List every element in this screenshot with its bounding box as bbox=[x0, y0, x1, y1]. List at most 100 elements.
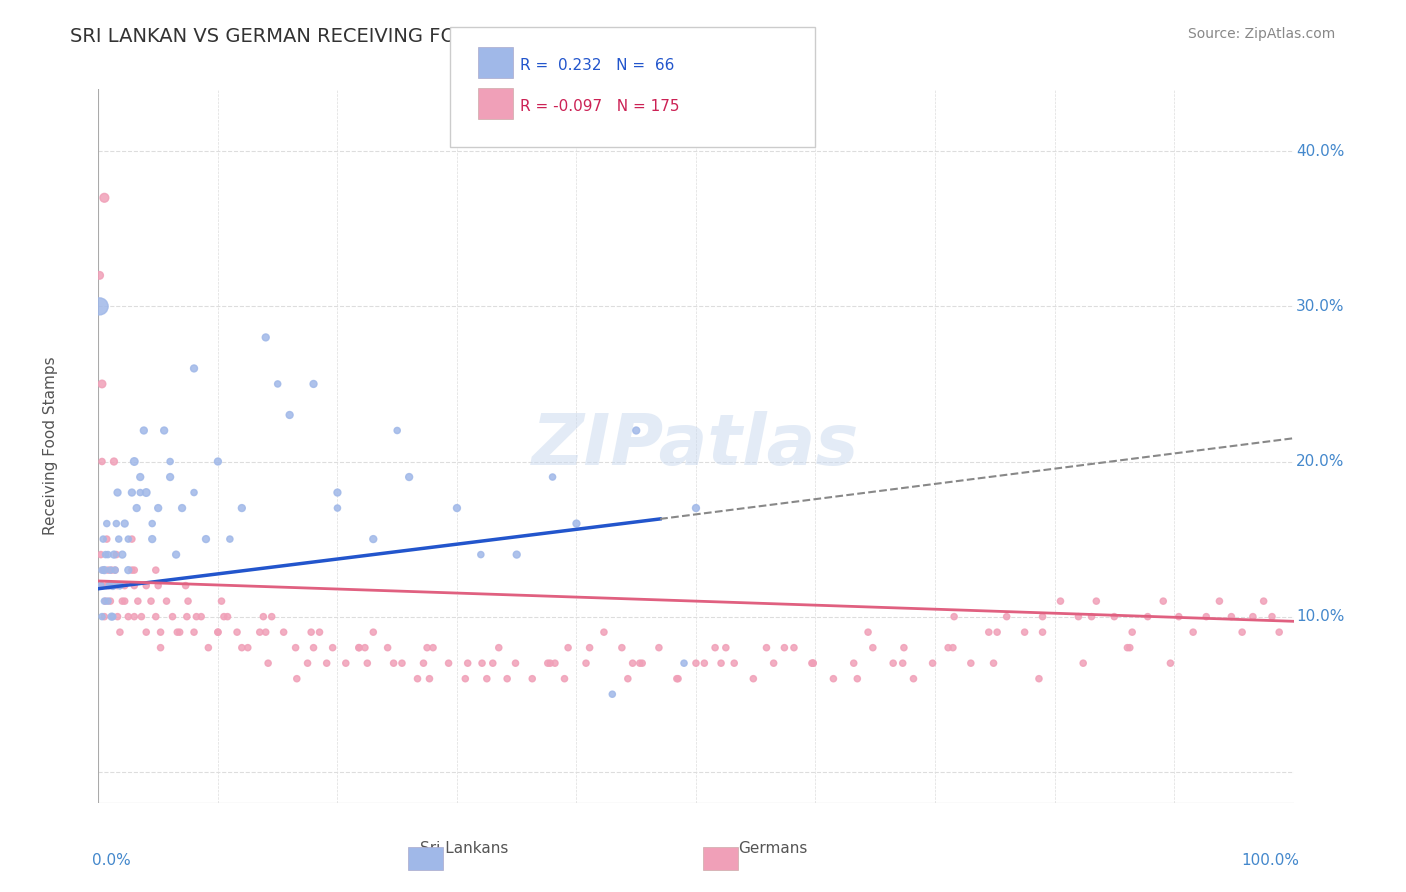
Point bbox=[335, 656, 357, 670]
Point bbox=[267, 376, 290, 391]
Point bbox=[155, 594, 177, 608]
Point bbox=[108, 579, 131, 593]
Point bbox=[111, 548, 134, 562]
Point bbox=[326, 501, 349, 516]
Point bbox=[621, 656, 644, 670]
Point bbox=[207, 454, 229, 468]
Point bbox=[174, 579, 197, 593]
Point bbox=[326, 485, 349, 500]
Point bbox=[1071, 656, 1094, 670]
Point bbox=[983, 656, 1005, 670]
Point bbox=[284, 640, 307, 655]
Text: Receiving Food Stamps: Receiving Food Stamps bbox=[44, 357, 58, 535]
Point bbox=[648, 640, 671, 655]
Text: R =  0.232   N =  66: R = 0.232 N = 66 bbox=[520, 58, 675, 72]
Point bbox=[96, 516, 118, 531]
Point bbox=[149, 640, 172, 655]
Point bbox=[354, 640, 377, 655]
Point bbox=[145, 563, 167, 577]
Point bbox=[457, 656, 479, 670]
Point bbox=[470, 548, 492, 562]
Point bbox=[114, 516, 136, 531]
Point bbox=[117, 563, 139, 577]
Point bbox=[986, 625, 1008, 640]
Point bbox=[91, 563, 114, 577]
Point bbox=[665, 672, 688, 686]
Point bbox=[211, 594, 233, 608]
Point bbox=[1104, 609, 1126, 624]
Point bbox=[773, 640, 796, 655]
Point bbox=[98, 579, 121, 593]
Point bbox=[422, 640, 444, 655]
Point bbox=[842, 656, 865, 670]
Point bbox=[475, 672, 498, 686]
Point bbox=[107, 579, 129, 593]
Point bbox=[104, 563, 127, 577]
Text: SRI LANKAN VS GERMAN RECEIVING FOOD STAMPS CORRELATION CHART: SRI LANKAN VS GERMAN RECEIVING FOOD STAM… bbox=[70, 27, 787, 45]
Point bbox=[207, 625, 229, 640]
Point bbox=[1067, 609, 1090, 624]
Point bbox=[437, 656, 460, 670]
Point bbox=[297, 656, 319, 670]
Point bbox=[257, 656, 280, 670]
Point bbox=[285, 672, 308, 686]
Point bbox=[742, 672, 765, 686]
Point bbox=[94, 548, 117, 562]
Point bbox=[177, 594, 200, 608]
Point bbox=[666, 672, 689, 686]
Point bbox=[135, 579, 157, 593]
Point bbox=[1167, 609, 1189, 624]
Point bbox=[505, 656, 527, 670]
Point bbox=[936, 640, 959, 655]
Point bbox=[723, 656, 745, 670]
Point bbox=[91, 376, 114, 391]
Point bbox=[249, 625, 271, 640]
Point bbox=[97, 563, 120, 577]
Point bbox=[105, 516, 128, 531]
Point bbox=[541, 470, 564, 484]
Point bbox=[1195, 609, 1218, 624]
Text: 10.0%: 10.0% bbox=[1296, 609, 1344, 624]
Point bbox=[755, 640, 778, 655]
Point bbox=[942, 640, 965, 655]
Point bbox=[710, 656, 733, 670]
Point bbox=[823, 672, 845, 686]
Point bbox=[166, 625, 188, 640]
Point bbox=[299, 625, 322, 640]
Point bbox=[254, 330, 277, 344]
Point bbox=[90, 548, 112, 562]
Text: 0.0%: 0.0% bbox=[93, 853, 131, 868]
Point bbox=[273, 625, 295, 640]
Point bbox=[704, 640, 727, 655]
Point bbox=[141, 516, 163, 531]
Point bbox=[183, 485, 205, 500]
Point bbox=[1121, 625, 1143, 640]
Text: ZIPatlas: ZIPatlas bbox=[533, 411, 859, 481]
Point bbox=[131, 609, 153, 624]
Point bbox=[231, 501, 253, 516]
Point bbox=[454, 672, 477, 686]
Point bbox=[91, 563, 114, 577]
Point bbox=[382, 656, 405, 670]
Point bbox=[943, 609, 966, 624]
Point bbox=[995, 609, 1018, 624]
Point bbox=[385, 424, 409, 438]
Point bbox=[391, 656, 413, 670]
Point bbox=[107, 532, 129, 546]
Point bbox=[801, 656, 824, 670]
Point bbox=[135, 485, 157, 500]
Point bbox=[685, 656, 707, 670]
Text: 100.0%: 100.0% bbox=[1241, 853, 1299, 868]
Point bbox=[212, 609, 235, 624]
Point bbox=[169, 625, 191, 640]
Point bbox=[488, 640, 510, 655]
Point bbox=[626, 424, 648, 438]
Point bbox=[190, 609, 212, 624]
Point bbox=[347, 640, 370, 655]
Point bbox=[91, 454, 114, 468]
Point bbox=[617, 672, 640, 686]
Point bbox=[506, 548, 529, 562]
Point bbox=[783, 640, 806, 655]
Point bbox=[1261, 609, 1284, 624]
Point bbox=[1253, 594, 1275, 608]
